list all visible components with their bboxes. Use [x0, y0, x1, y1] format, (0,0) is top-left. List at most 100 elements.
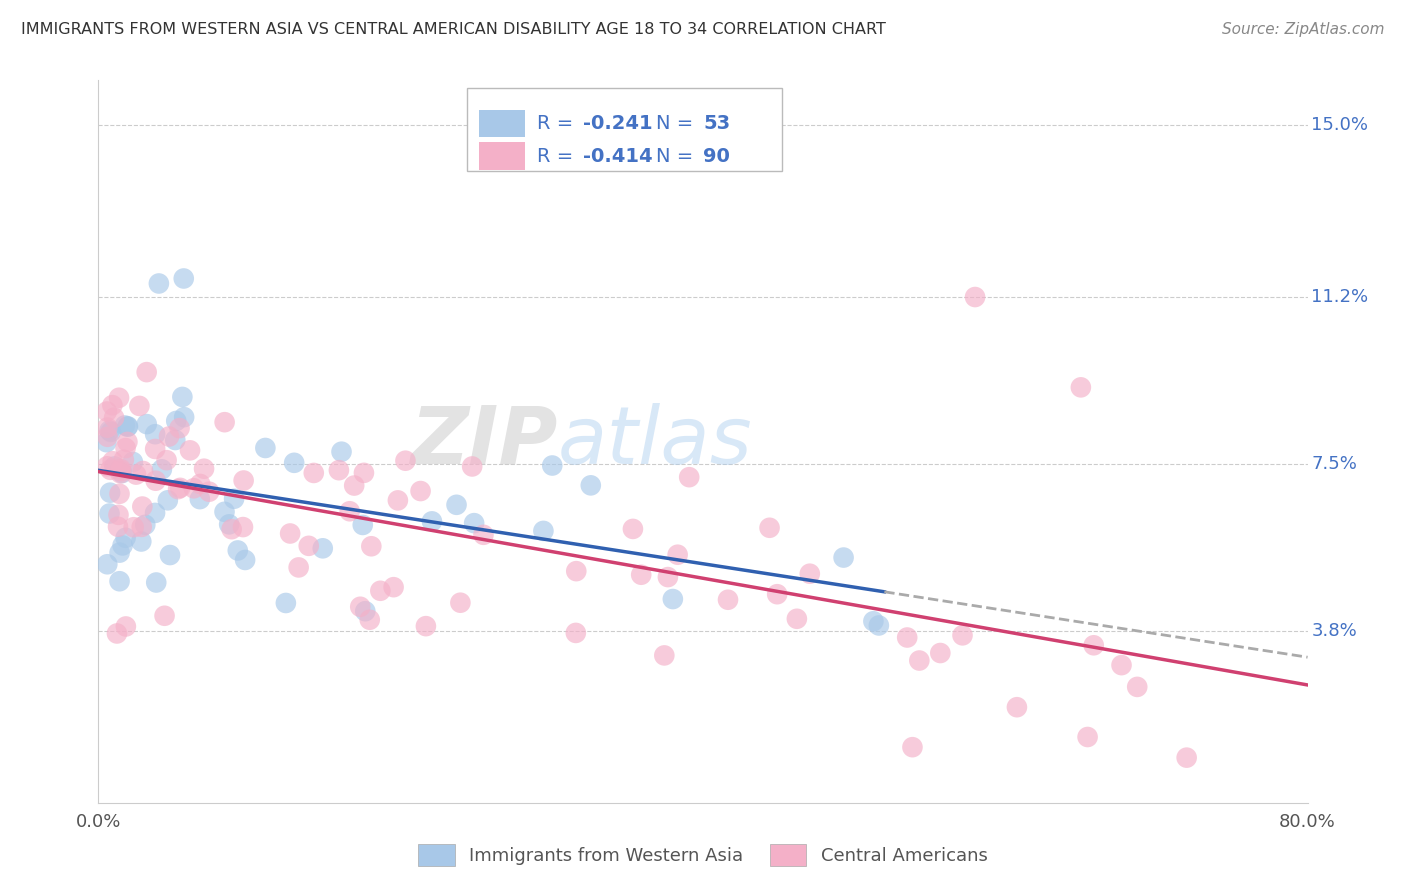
Point [339, 504, 361, 518]
Point [117, 419, 139, 434]
Point [353, 466, 375, 480]
Legend: Immigrants from Western Asia, Central Americans: Immigrants from Western Asia, Central Am… [419, 844, 987, 866]
Point [472, 528, 495, 542]
Point [173, 271, 195, 285]
Point [198, 484, 221, 499]
Point [214, 415, 236, 429]
Point [108, 391, 131, 405]
Point [579, 478, 602, 492]
Point [143, 427, 166, 442]
Point [107, 520, 129, 534]
Text: 11.2%: 11.2% [1312, 288, 1368, 306]
Point [420, 514, 443, 528]
Point [107, 508, 129, 522]
Point [463, 516, 485, 530]
Point [758, 521, 780, 535]
Point [662, 592, 685, 607]
Bar [479, 110, 526, 137]
Point [302, 466, 325, 480]
Point [360, 539, 382, 553]
Point [531, 524, 554, 538]
Point [169, 481, 191, 495]
Point [862, 614, 884, 628]
Point [108, 574, 131, 589]
Point [103, 459, 125, 474]
Point [111, 466, 134, 480]
Text: 3.8%: 3.8% [1312, 623, 1357, 640]
Point [328, 463, 350, 477]
Text: atlas: atlas [558, 402, 752, 481]
Point [110, 462, 132, 476]
Point [233, 553, 256, 567]
Text: IMMIGRANTS FROM WESTERN ASIA VS CENTRAL AMERICAN DISABILITY AGE 18 TO 34 CORRELA: IMMIGRANTS FROM WESTERN ASIA VS CENTRAL … [21, 22, 886, 37]
Point [766, 587, 789, 601]
Point [145, 575, 167, 590]
Point [312, 541, 335, 556]
Text: -0.414: -0.414 [583, 146, 652, 166]
Point [541, 458, 564, 473]
Point [349, 599, 371, 614]
Point [461, 459, 484, 474]
Point [117, 434, 139, 449]
Point [115, 619, 138, 633]
Point [167, 482, 190, 496]
Point [117, 419, 139, 434]
Point [132, 464, 155, 478]
Point [901, 740, 924, 755]
Point [143, 506, 166, 520]
Point [382, 580, 405, 594]
Point [165, 433, 187, 447]
Point [101, 454, 124, 468]
Point [799, 566, 821, 581]
Point [188, 477, 211, 491]
Point [232, 520, 254, 534]
Point [218, 517, 240, 532]
Point [565, 564, 588, 578]
Point [657, 570, 679, 584]
Point [145, 474, 167, 488]
Point [232, 474, 254, 488]
Text: 7.5%: 7.5% [1312, 455, 1357, 473]
Point [96, 435, 118, 450]
Point [565, 626, 588, 640]
Text: 53: 53 [703, 114, 730, 133]
Text: 15.0%: 15.0% [1312, 117, 1368, 135]
Text: N =: N = [655, 114, 699, 133]
Point [330, 444, 353, 458]
Bar [479, 143, 526, 169]
Point [100, 425, 122, 439]
Point [153, 608, 176, 623]
Point [155, 453, 177, 467]
Point [786, 612, 808, 626]
Point [278, 526, 301, 541]
Point [214, 505, 236, 519]
Point [1070, 380, 1092, 394]
Point [415, 619, 437, 633]
Point [134, 517, 156, 532]
Point [143, 442, 166, 456]
Point [112, 452, 135, 467]
Point [254, 441, 277, 455]
Point [135, 365, 157, 379]
Point [717, 592, 740, 607]
Point [98, 424, 121, 438]
Point [359, 613, 381, 627]
Point [221, 522, 243, 536]
Point [110, 467, 132, 481]
Point [446, 498, 468, 512]
Point [114, 441, 136, 455]
Point [114, 531, 136, 545]
Point [159, 548, 181, 562]
Point [352, 518, 374, 533]
Point [148, 277, 170, 291]
Point [96, 404, 118, 418]
Point [172, 390, 194, 404]
Point [101, 398, 124, 412]
Point [630, 567, 652, 582]
Text: N =: N = [655, 146, 699, 166]
Text: R =: R = [537, 114, 579, 133]
Point [131, 520, 153, 534]
Point [128, 399, 150, 413]
Point [111, 538, 134, 552]
Point [125, 467, 148, 482]
